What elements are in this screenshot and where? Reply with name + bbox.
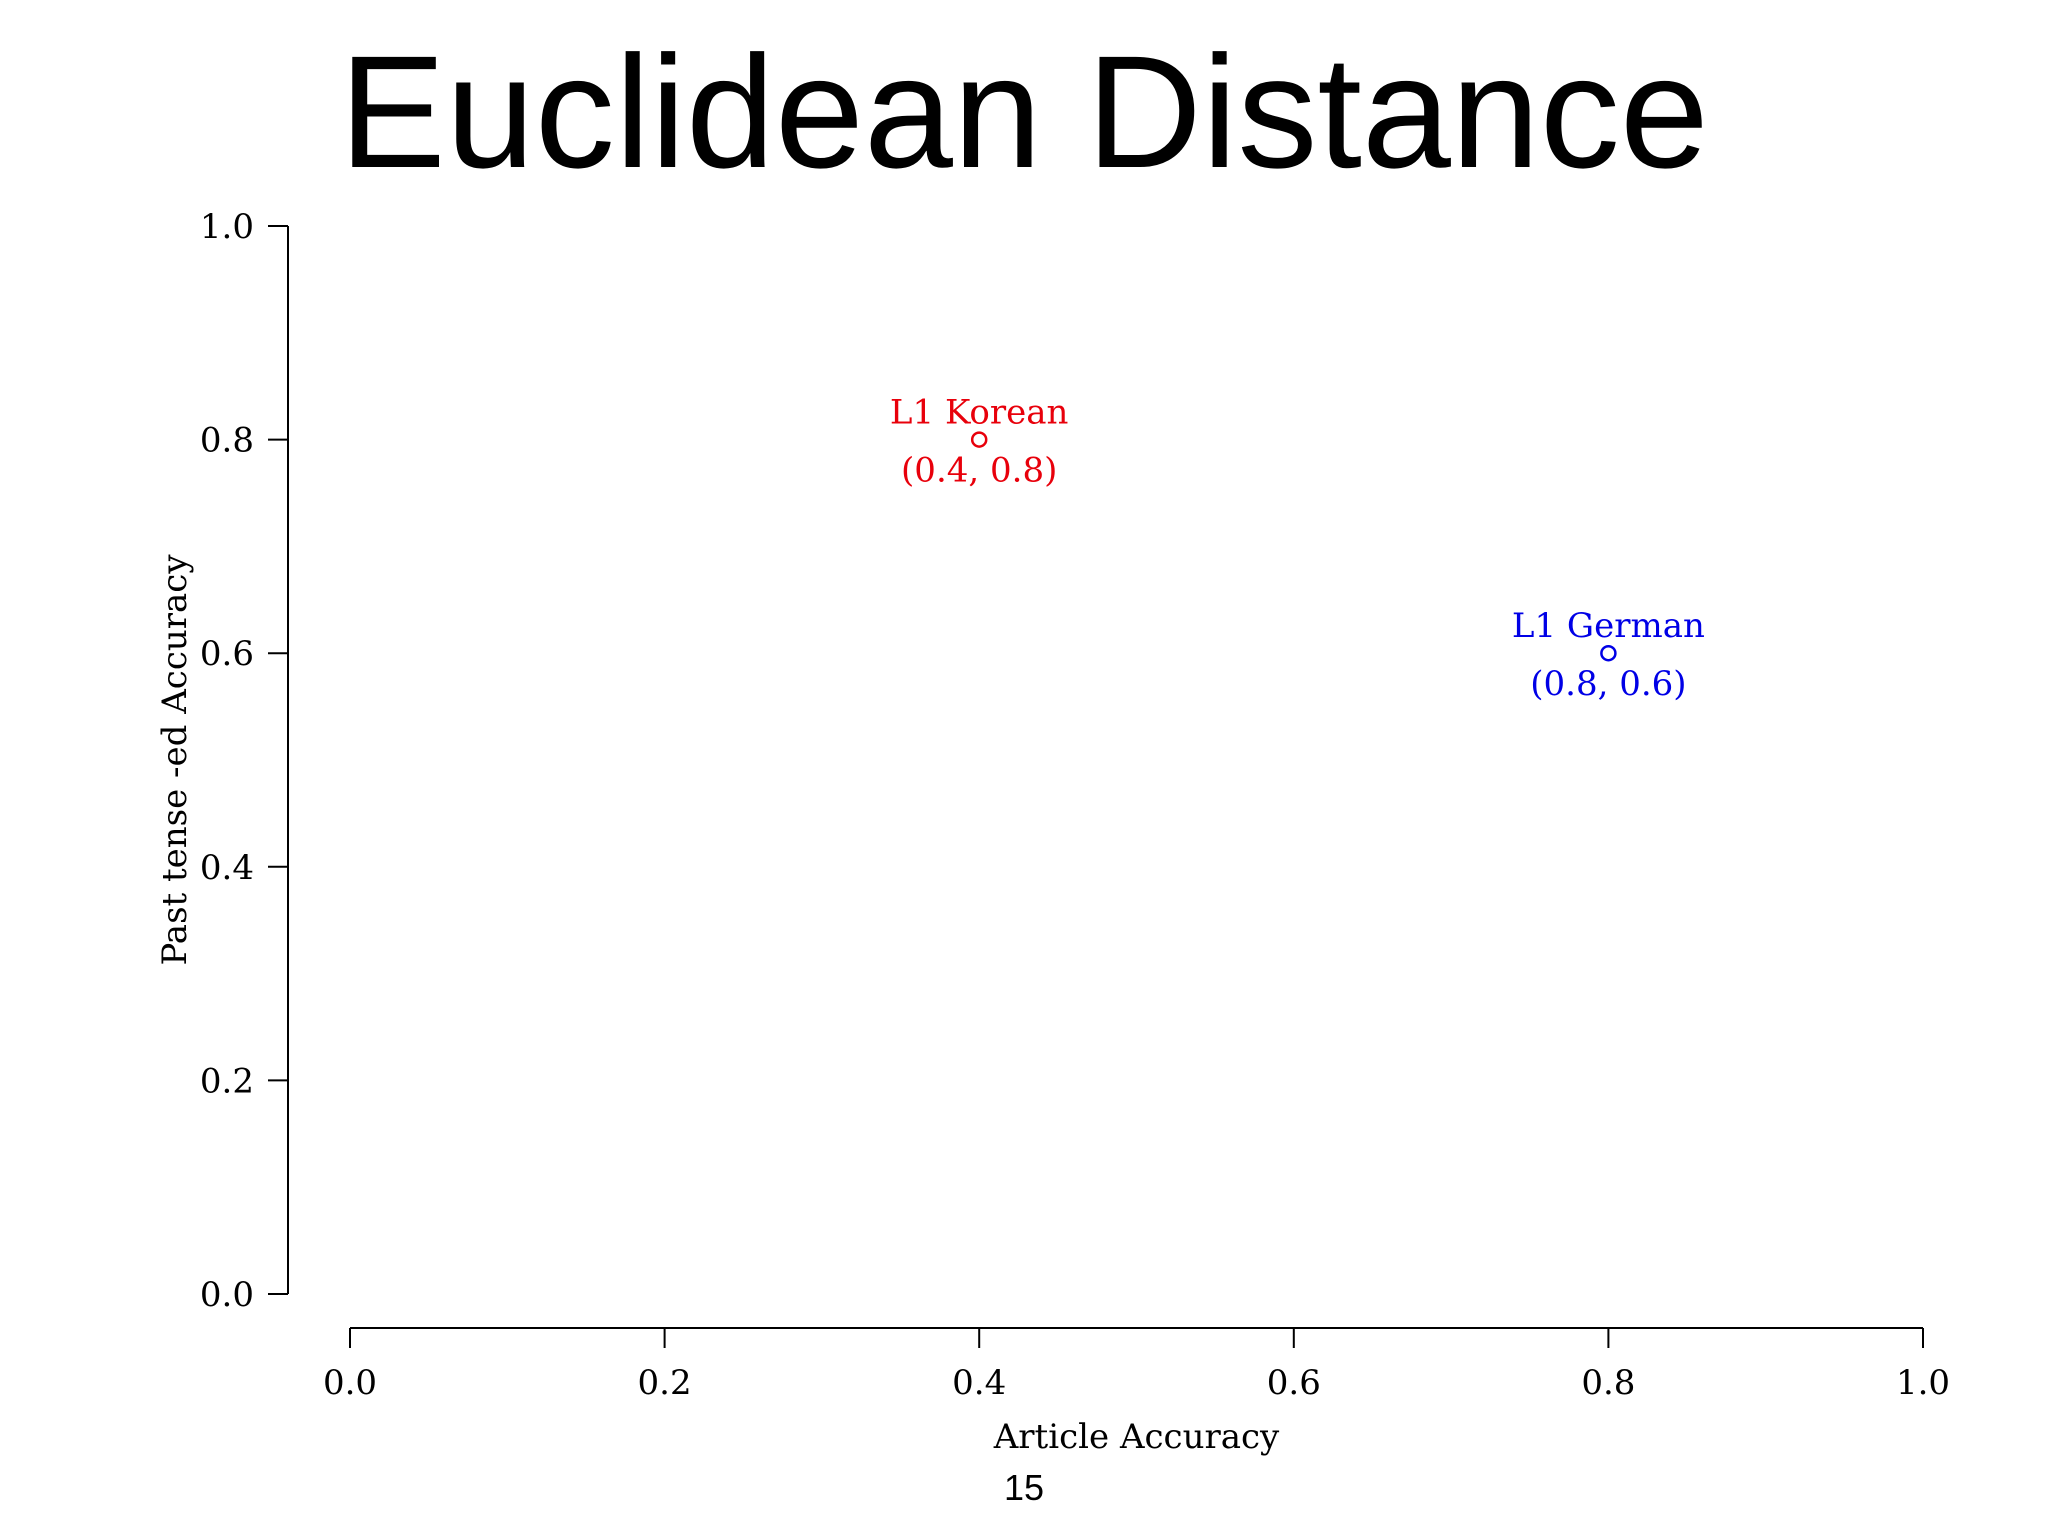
y-axis-label: Past tense -ed Accuracy [155, 554, 195, 966]
y-tick-label: 0.0 [200, 1275, 254, 1315]
y-tick-label: 0.6 [200, 634, 254, 674]
y-tick-label: 0.8 [200, 421, 254, 461]
data-point [970, 431, 988, 448]
x-tick-label: 0.0 [323, 1363, 377, 1403]
x-tick-label: 0.6 [1267, 1363, 1321, 1403]
data-point [1600, 644, 1617, 662]
point-coord-label: (0.4, 0.8) [901, 451, 1057, 491]
x-tick-label: 0.4 [952, 1363, 1006, 1403]
point-coord-label: (0.8, 0.6) [1530, 664, 1686, 704]
y-tick-label: 0.2 [200, 1061, 254, 1101]
point-name-label: L1 German [1512, 606, 1705, 646]
y-tick-label: 1.0 [200, 207, 254, 247]
x-axis: 0.0 0.2 0.4 0.6 0.8 1.0 [323, 1327, 1950, 1403]
x-axis-label: Article Accuracy [993, 1417, 1280, 1457]
slide-title: Euclidean Distance [339, 22, 1709, 201]
x-tick-label: 0.2 [638, 1363, 692, 1403]
page-number: 15 [1003, 1467, 1045, 1508]
x-tick-label: 0.8 [1581, 1363, 1635, 1403]
x-tick-label: 1.0 [1896, 1363, 1950, 1403]
point-name-label: L1 Korean [890, 393, 1069, 433]
data-points: L1 Korean (0.4, 0.8) L1 German (0.8, 0.6) [890, 393, 1705, 705]
y-axis: 0.0 0.2 0.4 0.6 0.8 1.0 [200, 207, 289, 1315]
y-tick-label: 0.4 [200, 848, 254, 888]
